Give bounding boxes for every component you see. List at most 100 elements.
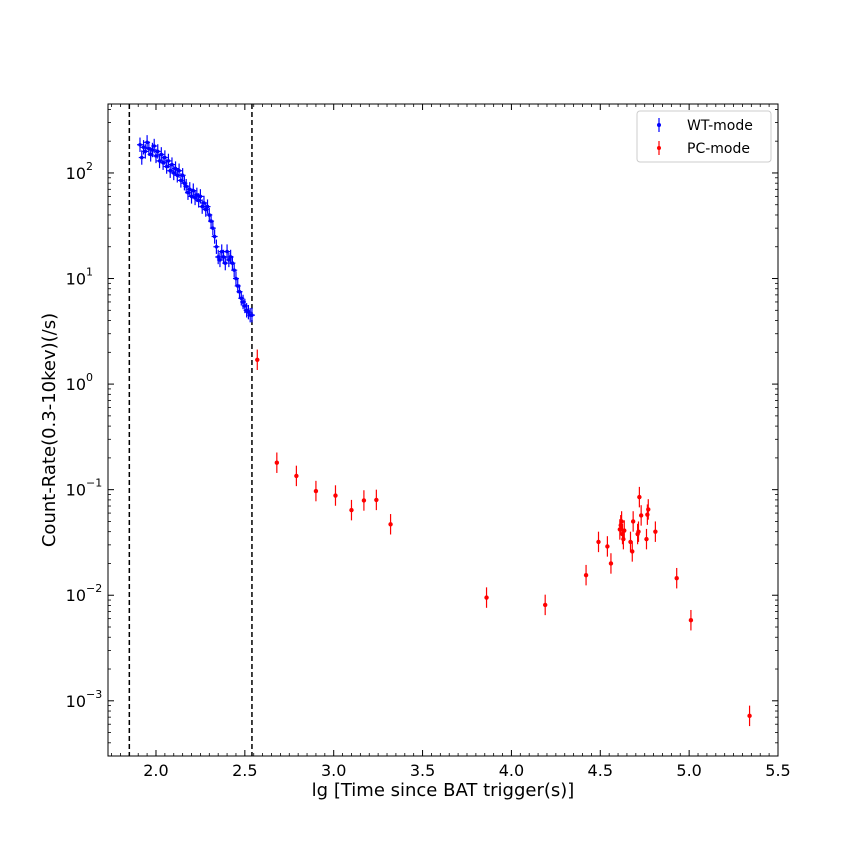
data-point: [630, 541, 635, 562]
marker: [234, 276, 238, 281]
x-tick-label: 5.5: [765, 761, 790, 780]
marker: [361, 498, 367, 503]
marker: [212, 234, 217, 239]
data-point: [294, 465, 299, 487]
marker: [228, 255, 233, 259]
data-point: [229, 255, 236, 271]
data-point: [583, 564, 589, 586]
data-point: [231, 262, 238, 278]
marker: [243, 304, 247, 308]
marker: [202, 201, 206, 205]
y-tick-label: 10: [66, 164, 86, 183]
data-point: [674, 567, 679, 589]
marker: [232, 268, 236, 272]
data-point: [168, 157, 175, 172]
data-point: [197, 189, 204, 204]
marker: [200, 204, 204, 209]
data-point: [154, 144, 161, 159]
marker: [628, 539, 633, 545]
marker: [168, 168, 173, 173]
marker: [205, 204, 210, 209]
marker: [219, 249, 224, 254]
legend-label-pc: PC-mode: [687, 141, 750, 157]
marker: [189, 194, 194, 199]
marker: [159, 152, 164, 157]
data-point: [605, 536, 610, 557]
marker: [333, 493, 338, 498]
data-point: [637, 486, 642, 508]
marker: [175, 173, 180, 178]
marker: [246, 310, 251, 314]
data-point: [209, 220, 216, 236]
marker: [653, 529, 658, 534]
y-tick-label: 10: [66, 692, 86, 711]
marker: [193, 196, 197, 200]
marker: [179, 178, 183, 183]
marker: [170, 162, 174, 167]
marker: [747, 713, 752, 719]
legend: WT-mode PC-mode: [636, 110, 772, 163]
x-tick-label: 3.0: [321, 761, 346, 780]
data-point: [313, 480, 319, 502]
y-tick-label-exponent: −3: [86, 688, 102, 701]
marker: [173, 166, 178, 171]
marker: [230, 261, 235, 265]
vertical-lines: [128, 104, 253, 756]
marker: [294, 473, 299, 479]
marker: [630, 549, 635, 554]
data-point: [349, 499, 354, 521]
marker: [164, 164, 169, 169]
y-tick-label: 10: [66, 375, 86, 394]
data-point: [542, 594, 548, 616]
y-tick-label: 10: [66, 270, 86, 289]
data-point: [622, 520, 627, 541]
marker: [484, 595, 489, 600]
data-point: [596, 531, 601, 553]
marker: [241, 300, 245, 304]
y-tick-label: 10: [66, 586, 86, 605]
plot-frame: [107, 103, 779, 757]
marker: [221, 255, 226, 259]
data-point: [165, 153, 172, 169]
y-tick-label: 10: [66, 481, 86, 500]
marker: [211, 226, 215, 230]
marker: [644, 536, 649, 542]
data-point: [630, 511, 636, 532]
marker: [166, 159, 171, 163]
marker: [177, 168, 181, 173]
data-point: [161, 150, 168, 165]
marker: [180, 173, 185, 178]
legend-box: [636, 110, 772, 163]
data-points: [136, 135, 752, 727]
y-tick-label-exponent: 0: [86, 371, 93, 384]
marker: [191, 188, 196, 193]
marker: [619, 519, 624, 524]
data-point: [619, 511, 624, 532]
legend-marker-pc: [657, 141, 661, 155]
data-point: [653, 521, 658, 542]
x-axis-label: lg [Time since BAT trigger(s)]: [312, 780, 575, 801]
marker: [182, 181, 187, 185]
x-tick-label: 2.0: [143, 761, 168, 780]
marker: [139, 155, 144, 160]
data-point: [628, 531, 633, 553]
marker: [622, 528, 627, 533]
marker: [157, 159, 162, 163]
marker: [630, 519, 636, 524]
data-point: [255, 349, 260, 370]
marker: [184, 184, 188, 188]
y-axis-label: Count-Rate(0.3-10kev)(/s): [39, 313, 60, 547]
marker: [542, 602, 548, 608]
marker: [141, 145, 146, 150]
x-tick-label: 2.5: [232, 761, 257, 780]
marker: [154, 154, 158, 158]
marker: [198, 194, 203, 199]
x-tick-label: 4.5: [588, 761, 613, 780]
marker: [255, 357, 260, 362]
y-tick-label-exponent: −2: [86, 582, 102, 595]
marker: [638, 513, 644, 518]
data-point: [333, 485, 338, 506]
series-wt-mode: [136, 135, 255, 323]
data-point: [248, 307, 255, 323]
series-pc-mode: [255, 349, 752, 727]
